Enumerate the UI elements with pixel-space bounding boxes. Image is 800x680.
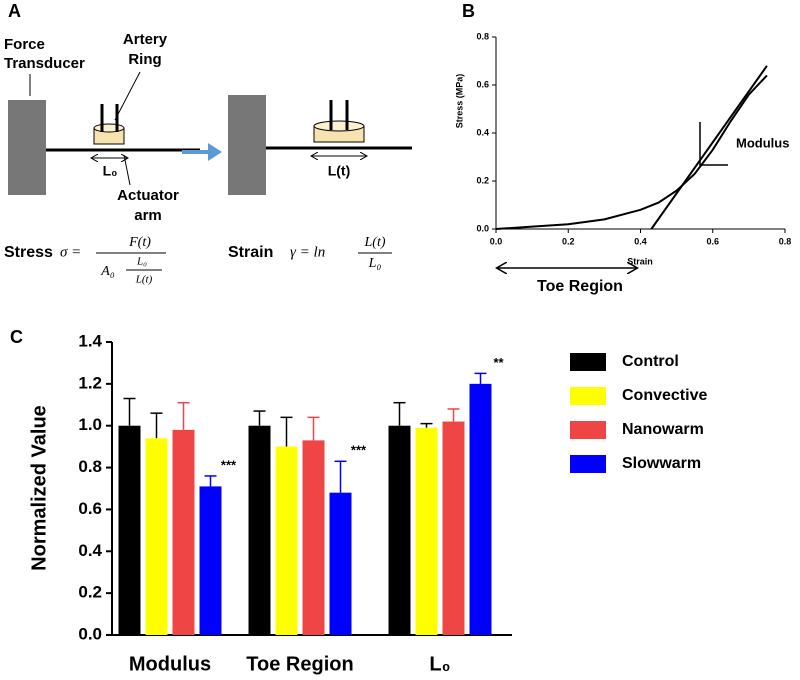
formula: L(t) (364, 235, 386, 250)
panel-label: C (10, 327, 23, 347)
formula: L₀ (136, 256, 147, 268)
bar (329, 492, 352, 635)
legend-label: Convective (622, 387, 707, 404)
label: Stress (4, 244, 53, 261)
y-tick-label: 0.8 (78, 457, 102, 476)
label: Artery (123, 31, 168, 48)
curve (495, 74, 768, 230)
panel-label: B (462, 1, 475, 21)
y-tick-label: 0.6 (78, 499, 102, 518)
y-tick-label: 0.4 (476, 127, 489, 137)
curve (650, 65, 768, 230)
bar (302, 440, 325, 635)
y-tick-label: 0.0 (476, 223, 489, 233)
label: Strain (228, 244, 273, 261)
transducer (8, 100, 46, 195)
y-tick-label: 1.0 (78, 415, 102, 434)
label: Transducer (4, 55, 85, 72)
label: arm (134, 207, 162, 224)
arrow (182, 143, 222, 161)
label: Actuator (117, 187, 179, 204)
x-tick-label: 0.8 (779, 236, 792, 246)
formula: L₀ (368, 256, 382, 271)
bar (442, 421, 465, 635)
pointer (123, 154, 131, 186)
annotation: Modulus (736, 135, 789, 150)
bar (118, 425, 141, 635)
x-tick-label: 0.2 (562, 236, 575, 246)
x-tick-label: 0.4 (634, 236, 647, 246)
y-tick-label: 0.2 (476, 175, 489, 185)
bar (469, 383, 492, 635)
y-axis-label: Normalized Value (28, 405, 50, 571)
x-tick-label: 0.6 (706, 236, 719, 246)
y-tick-label: 1.4 (78, 331, 102, 350)
bar (275, 446, 298, 635)
significance: *** (351, 443, 367, 458)
formula: σ = (60, 244, 81, 260)
transducer (228, 95, 266, 195)
label: L₀ (103, 163, 118, 179)
annotation: Toe Region (537, 278, 623, 295)
x-tick-label: 0.0 (490, 236, 503, 246)
bar (172, 429, 195, 635)
x-tick-label: Toe Region (246, 653, 353, 675)
legend-label: Control (622, 353, 679, 370)
y-axis-label: Stress (MPa) (454, 74, 464, 129)
legend-label: Nanowarm (622, 421, 704, 438)
y-tick-label: 0.8 (476, 31, 489, 41)
slope-triangle (699, 122, 728, 166)
legend-swatch (570, 387, 606, 405)
legend-label: Slowwarm (622, 455, 701, 472)
formula: L(t) (135, 274, 153, 286)
y-tick-label: 0.4 (78, 541, 102, 560)
bar (248, 425, 271, 635)
ring (313, 120, 365, 132)
significance: ** (493, 355, 504, 370)
panel-a: A Force Transducer Artery Ring L₀ Actuat… (4, 1, 412, 286)
significance: *** (221, 457, 237, 472)
legend-swatch (570, 353, 606, 371)
y-tick-label: 0.0 (78, 624, 102, 643)
x-axis-label: Strain (627, 256, 653, 266)
bar (415, 427, 438, 635)
label: L(t) (328, 163, 351, 179)
x-tick-label: L₀ (429, 653, 450, 675)
formula: A₀ (100, 264, 115, 279)
legend-swatch (570, 455, 606, 473)
y-tick-label: 0.6 (476, 79, 489, 89)
label: Force (4, 36, 45, 53)
y-tick-label: 1.2 (78, 373, 102, 392)
y-tick-label: 0.2 (78, 583, 102, 602)
bar (145, 438, 168, 635)
legend-swatch (570, 421, 606, 439)
label: Ring (128, 51, 161, 68)
formula: γ = ln (290, 244, 325, 260)
formula: F(t) (128, 235, 151, 250)
bar (199, 486, 222, 635)
panel-label: A (8, 1, 21, 21)
x-tick-label: Modulus (129, 653, 211, 675)
pointer (114, 71, 141, 121)
bar (388, 425, 411, 635)
ring (93, 123, 125, 133)
